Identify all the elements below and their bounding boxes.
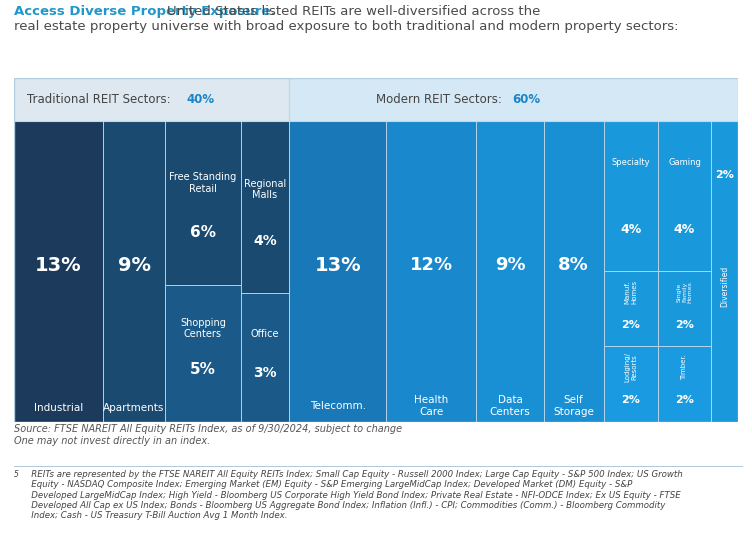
Text: United States listed REITs are well-diversified across the
real estate property : United States listed REITs are well-dive… — [14, 5, 678, 33]
Bar — [544, 121, 604, 422]
Bar — [711, 121, 738, 422]
Text: Telecomm.: Telecomm. — [310, 401, 365, 411]
Text: Lodging/
Resorts: Lodging/ Resorts — [624, 352, 637, 382]
Text: Free Standing
Retail: Free Standing Retail — [169, 172, 237, 194]
Text: Shopping
Centers: Shopping Centers — [180, 318, 226, 339]
Text: Manuf.
Homes: Manuf. Homes — [624, 280, 637, 304]
Bar — [165, 285, 241, 422]
Bar — [289, 121, 387, 422]
Text: Regional
Malls: Regional Malls — [244, 179, 286, 200]
Text: Apartments: Apartments — [103, 403, 165, 413]
Text: 2%: 2% — [716, 170, 735, 180]
Text: Modern REIT Sectors:: Modern REIT Sectors: — [376, 93, 505, 106]
Bar — [387, 121, 476, 422]
Text: Office: Office — [250, 329, 279, 339]
Text: 4%: 4% — [253, 234, 277, 248]
Text: Single
Family
Homes: Single Family Homes — [676, 281, 693, 303]
Bar — [241, 293, 289, 422]
Text: REITs are represented by the FTSE NAREIT All Equity REITs Index; Small Cap Equit: REITs are represented by the FTSE NAREIT… — [23, 470, 683, 520]
Text: Gaming: Gaming — [668, 158, 701, 168]
Text: 13%: 13% — [314, 256, 361, 274]
Text: 12%: 12% — [410, 256, 453, 274]
Bar — [103, 121, 165, 422]
Text: 2%: 2% — [621, 395, 640, 405]
Text: 9%: 9% — [495, 256, 526, 274]
Text: Health
Care: Health Care — [414, 395, 448, 417]
Text: 2%: 2% — [675, 320, 694, 330]
Bar — [241, 121, 289, 293]
Text: 2%: 2% — [675, 395, 694, 405]
Text: 6%: 6% — [190, 225, 216, 240]
Text: 40%: 40% — [186, 93, 214, 106]
Text: 60%: 60% — [512, 93, 541, 106]
Text: Self
Storage: Self Storage — [553, 395, 594, 417]
Text: 3%: 3% — [253, 366, 277, 380]
Text: 5: 5 — [14, 470, 18, 479]
Bar — [289, 78, 738, 121]
Text: Industrial: Industrial — [34, 403, 83, 413]
Text: 4%: 4% — [620, 222, 641, 236]
Text: Data
Centers: Data Centers — [490, 395, 530, 417]
Text: Timber.: Timber. — [681, 354, 687, 380]
Text: Source: FTSE NAREIT All Equity REITs Index, as of 9/30/2024, subject to change
O: Source: FTSE NAREIT All Equity REITs Ind… — [14, 424, 402, 446]
Text: 13%: 13% — [35, 256, 82, 274]
Bar — [14, 78, 289, 121]
Bar — [476, 121, 544, 422]
Text: Diversified: Diversified — [720, 266, 729, 307]
Text: 4%: 4% — [674, 222, 695, 236]
Bar — [604, 121, 657, 271]
Text: Access Diverse Property Exposure.: Access Diverse Property Exposure. — [14, 5, 275, 18]
Bar — [604, 346, 657, 422]
Bar — [657, 271, 711, 346]
Text: 8%: 8% — [558, 256, 589, 274]
Text: Specialty: Specialty — [611, 158, 650, 168]
Bar — [604, 271, 657, 346]
Text: 9%: 9% — [117, 256, 150, 274]
Bar — [657, 121, 711, 271]
Bar — [657, 346, 711, 422]
Text: 5%: 5% — [190, 362, 216, 377]
Text: Traditional REIT Sectors:: Traditional REIT Sectors: — [26, 93, 174, 106]
Bar — [14, 121, 103, 422]
Bar — [165, 121, 241, 285]
Text: 2%: 2% — [621, 320, 640, 330]
